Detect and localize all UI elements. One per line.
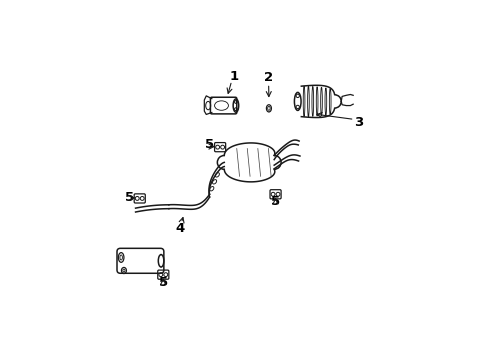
Text: 4: 4 (175, 222, 184, 235)
Text: 5: 5 (124, 190, 134, 203)
Text: 5: 5 (270, 195, 280, 208)
Text: 2: 2 (264, 71, 273, 84)
Text: 3: 3 (353, 116, 363, 129)
Text: 1: 1 (229, 70, 238, 83)
Text: 5: 5 (204, 138, 214, 151)
Text: 5: 5 (159, 276, 167, 289)
